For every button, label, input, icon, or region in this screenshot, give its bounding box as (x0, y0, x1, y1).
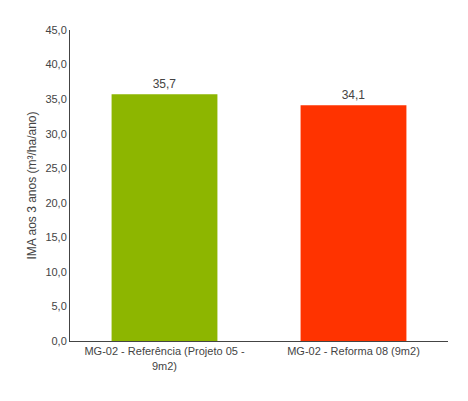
svg-text:35,7: 35,7 (153, 77, 177, 91)
svg-text:0,0: 0,0 (52, 335, 67, 347)
svg-text:MG-02 - Referência (Projeto 05: MG-02 - Referência (Projeto 05 -9m2) (84, 345, 245, 371)
svg-text:34,1: 34,1 (342, 88, 366, 102)
svg-text:40,0: 40,0 (45, 58, 66, 70)
svg-text:MG-02 - Reforma 08 (9m2): MG-02 - Reforma 08 (9m2) (287, 345, 420, 357)
svg-text:15,0: 15,0 (45, 231, 66, 243)
svg-text:IMA aos 3 anos (m³/ha/ano): IMA aos 3 anos (m³/ha/ano) (25, 111, 39, 259)
svg-text:45,0: 45,0 (45, 24, 66, 36)
svg-text:5,0: 5,0 (52, 300, 67, 312)
svg-text:10,0: 10,0 (45, 266, 66, 278)
svg-text:25,0: 25,0 (45, 162, 66, 174)
svg-text:30,0: 30,0 (45, 128, 66, 140)
svg-text:20,0: 20,0 (45, 197, 66, 209)
svg-text:35,0: 35,0 (45, 93, 66, 105)
